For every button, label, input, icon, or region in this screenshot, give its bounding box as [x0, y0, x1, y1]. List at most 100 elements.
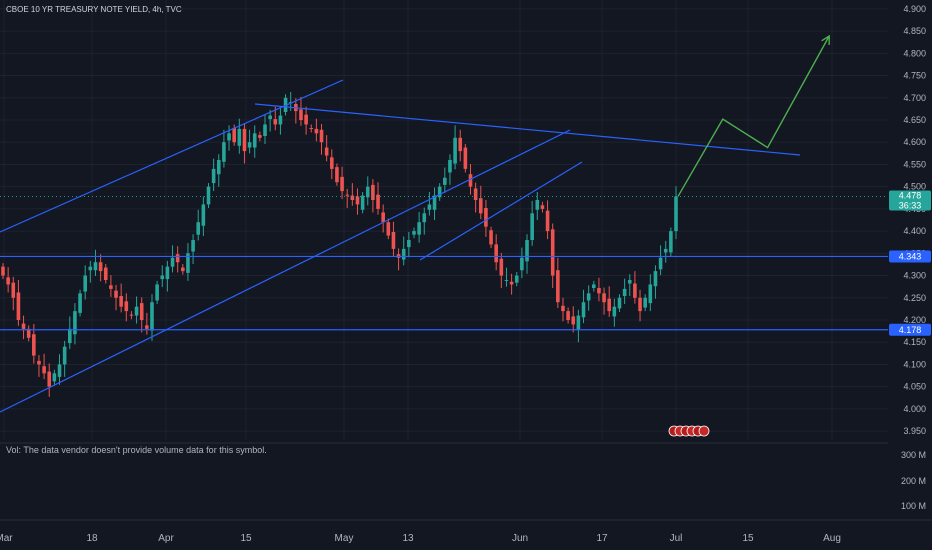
candle-body	[463, 147, 468, 169]
candle-body	[458, 137, 463, 152]
price-tick-label: 4.400	[903, 226, 926, 236]
trendline-channel-lower	[0, 129, 571, 413]
candle	[617, 294, 622, 312]
price-tick-label: 4.650	[903, 115, 926, 125]
candle-body	[648, 284, 653, 304]
candle	[381, 204, 385, 233]
candle-body	[525, 240, 529, 262]
candle	[247, 129, 252, 154]
price-tick-label: 4.300	[903, 271, 926, 281]
candle-body	[545, 210, 550, 232]
candle-body	[335, 167, 339, 183]
candle	[191, 234, 195, 264]
candle-body	[448, 160, 452, 173]
candle-body	[155, 284, 159, 301]
candle	[42, 353, 46, 380]
level-upper-badge: 4.343	[889, 250, 931, 263]
candle	[16, 280, 21, 326]
candle	[216, 154, 221, 187]
candle-body	[26, 328, 31, 338]
last-price-badge: 4.478 36:33	[889, 190, 931, 211]
candle-body	[73, 311, 77, 335]
candle-body	[314, 128, 319, 134]
candle	[175, 246, 180, 273]
candle-body	[304, 114, 308, 125]
time-tick-label: 15	[742, 533, 754, 544]
candle	[304, 106, 308, 135]
candle-body	[227, 133, 231, 141]
candle	[309, 124, 314, 133]
candles	[1, 92, 678, 397]
candle	[206, 183, 211, 208]
level-lower-badge-bg	[889, 323, 931, 336]
candle-body	[206, 186, 211, 205]
candle-body	[345, 194, 350, 196]
candle-body	[350, 195, 355, 200]
candle-body	[324, 147, 329, 156]
candle-body	[242, 128, 247, 152]
candle-body	[468, 174, 473, 187]
candle-body	[181, 267, 185, 272]
candle	[535, 192, 540, 220]
candle	[263, 114, 267, 144]
candle	[499, 252, 504, 288]
candle-body	[571, 316, 576, 325]
candle-body	[432, 195, 437, 210]
countdown-badge-value: 36:33	[899, 200, 922, 210]
candle	[407, 232, 411, 258]
price-tick-label: 3.950	[903, 426, 926, 436]
candle	[145, 312, 149, 335]
candle	[47, 363, 52, 397]
candle	[453, 125, 457, 170]
last-price-badge-bg	[889, 190, 931, 211]
time-axis[interactable]: Mar 18 Apr 15 May 13 Jun 17 Jul 15 Aug	[0, 519, 932, 544]
candle-body	[386, 222, 391, 236]
candle-body	[6, 277, 10, 285]
candle-body	[658, 257, 663, 270]
candle-body	[669, 231, 673, 253]
candle	[602, 287, 606, 315]
price-tick-label: 4.250	[903, 293, 926, 303]
candle	[134, 296, 139, 324]
candle-body	[597, 288, 601, 294]
candle-body	[52, 373, 57, 382]
price-tick-label: 4.100	[903, 359, 926, 369]
candle	[155, 280, 159, 304]
price-axis[interactable]: 4.900 4.850 4.800 4.750 4.700 4.650 4.600 4.550…	[888, 0, 932, 550]
candle	[643, 294, 647, 312]
candle-body	[607, 298, 612, 312]
candle	[181, 264, 185, 275]
flag-icon[interactable]	[698, 425, 710, 437]
candle	[633, 271, 637, 304]
candle-body	[576, 315, 581, 330]
candle	[37, 355, 41, 377]
candle-body	[109, 285, 113, 289]
candle	[350, 183, 355, 206]
candle-body	[371, 184, 375, 200]
candle-body	[437, 186, 442, 198]
candle	[478, 185, 483, 220]
price-tick-label: 4.750	[903, 71, 926, 81]
candle	[227, 125, 231, 151]
candle-body	[252, 133, 257, 148]
candle	[473, 182, 478, 213]
candle	[165, 260, 170, 292]
candle	[11, 276, 16, 311]
candle-body	[417, 222, 421, 235]
candle-body	[186, 253, 190, 273]
candle-body	[520, 257, 524, 271]
price-tick-label: 4.150	[903, 337, 926, 347]
candle-body	[561, 305, 565, 312]
candle-body	[535, 200, 540, 210]
candle	[484, 200, 488, 237]
level-upper-badge-bg	[889, 250, 931, 263]
candle	[432, 187, 437, 220]
candle-body	[129, 314, 134, 316]
candle-body	[32, 334, 36, 356]
candle	[401, 236, 406, 266]
price-tick-label: 4.900	[903, 4, 926, 14]
candle	[88, 260, 93, 283]
candle	[6, 267, 10, 293]
candle-body	[427, 204, 432, 210]
candle-body	[263, 124, 267, 136]
